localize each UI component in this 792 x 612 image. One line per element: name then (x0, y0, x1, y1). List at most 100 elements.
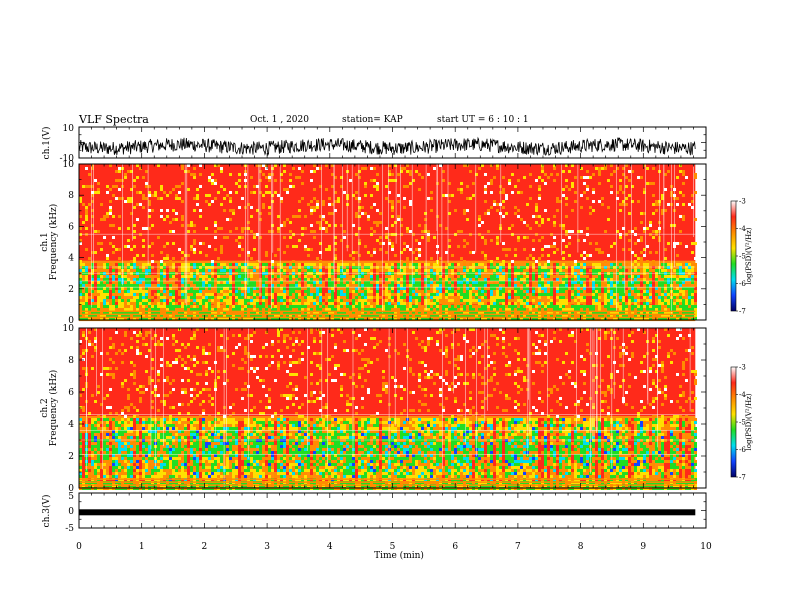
ch1-spectrogram-cell (220, 263, 223, 266)
ch1-spectrogram-cell (424, 305, 427, 308)
ch1-spectrogram-cell (439, 263, 442, 266)
ch1-spectrogram-cell (394, 281, 397, 284)
ch1-spectrogram-cell (589, 311, 592, 314)
ch1-spectrogram-cell (307, 311, 310, 314)
ch1-spectrogram-cell (508, 179, 511, 182)
ch1-spectrogram-cell (547, 302, 550, 305)
ch1-spectrogram-cell (496, 290, 499, 293)
ch1-spectrogram-cell (139, 299, 142, 302)
ch1-spectrogram-cell (607, 311, 610, 314)
ch2-spectrogram-cell (79, 340, 82, 343)
ch1-spectrogram-cell (289, 179, 292, 182)
ch1-spectrogram-cell (445, 293, 448, 296)
ch1-spectrogram-cell (247, 203, 250, 206)
ch1-spectrogram-cell (535, 281, 538, 284)
ch1-spectrogram-cell (79, 284, 82, 287)
ch1-spectrogram-cell (115, 284, 118, 287)
ch1-spectrogram-cell (538, 194, 541, 197)
ch1-spectrogram-cell (430, 302, 433, 305)
ch1-spectrogram-cell (493, 200, 496, 203)
ch1-spectrogram-cell (418, 314, 421, 317)
ch1-spectrogram-cell (478, 218, 481, 221)
ch1-spectrogram-cell (562, 299, 565, 302)
ch1-spectrogram-cell (676, 314, 679, 317)
ch1-spectrogram-cell (559, 317, 562, 320)
ch1-spectrogram-cell (286, 302, 289, 305)
ch1-spectrogram-cell (304, 248, 307, 251)
ch1-spectrogram-cell (196, 284, 199, 287)
ch1-spectrogram-cell (682, 293, 685, 296)
ch1-spectrogram-cell (163, 302, 166, 305)
ch1-spectrogram-cell (565, 245, 568, 248)
ch1-spectrogram-cell (214, 293, 217, 296)
ch1-spectrogram-cell (286, 305, 289, 308)
ch1-spectrogram-cell (229, 284, 232, 287)
ch1-spectrogram-cell (424, 263, 427, 266)
ch1-spectrogram-cell (400, 263, 403, 266)
ch1-spectrogram-cell (397, 266, 400, 269)
ch1-spectrogram-cell (409, 302, 412, 305)
ch1-spectrogram-cell (133, 275, 136, 278)
ch1-spectrogram-cell (496, 302, 499, 305)
ch1-spectrogram-cell (388, 263, 391, 266)
ch1-spectrogram-cell (355, 212, 358, 215)
ch1-spectrogram-cell (358, 305, 361, 308)
ch1-spectrogram-cell (274, 299, 277, 302)
ch1-spectrogram-cell (226, 305, 229, 308)
ch1-spectrogram-cell (181, 263, 184, 266)
ch1-spectrogram-cell (208, 317, 211, 320)
ch1-spectrogram-cell (232, 266, 235, 269)
ch1-spectrogram-cell (313, 263, 316, 266)
ch1-spectrogram-cell (664, 293, 667, 296)
ch1-spectrogram-cell (367, 311, 370, 314)
ch1-spectrogram-cell (661, 317, 664, 320)
ch1-spectrogram-cell (103, 281, 106, 284)
ch1-spectrogram-cell (640, 311, 643, 314)
ch1-spectrogram-cell (652, 182, 655, 185)
ch1-spectrogram-cell (586, 299, 589, 302)
ch1-spectrogram-cell (322, 311, 325, 314)
ch1-spectrogram-cell (163, 296, 166, 299)
ch1-spectrogram-cell (454, 293, 457, 296)
ch1-spectrogram-cell (379, 296, 382, 299)
ch1-spectrogram-cell (391, 209, 394, 212)
ch1-spectrogram-cell (118, 278, 121, 281)
ch1-spectrogram-cell (127, 287, 130, 290)
ch1-spectrogram-cell (151, 296, 154, 299)
ch1-spectrogram-cell (562, 170, 565, 173)
ch1-spectrogram-cell (142, 266, 145, 269)
ch1-spectrogram-cell (238, 173, 241, 176)
ch1-spectrogram-cell (142, 176, 145, 179)
ch1-spectrogram-cell (181, 287, 184, 290)
ch1-spectrogram-cell (418, 248, 421, 251)
ch1-spectrogram-cell (409, 299, 412, 302)
ch1-spectrogram-cell (322, 227, 325, 230)
ch1-spectrogram-cell (379, 311, 382, 314)
ch1-spectrogram-cell (562, 302, 565, 305)
ch1-spectrogram-cell (370, 269, 373, 272)
ch1-spectrogram-cell (454, 278, 457, 281)
ch1-spectrogram-cell (238, 263, 241, 266)
ch1-spectrogram-cell (664, 302, 667, 305)
ch1-spectrogram-cell (301, 305, 304, 308)
ch1-spectrogram-cell (550, 269, 553, 272)
ch1-spectrogram-cell (202, 266, 205, 269)
ch1-spectrogram-cell (271, 275, 274, 278)
ch1-spectrogram-cell (97, 188, 100, 191)
ch1-spectrogram-cell (97, 290, 100, 293)
ch1-spectrogram-cell (472, 299, 475, 302)
ch1-spectrogram-cell (415, 281, 418, 284)
ch1-spectrogram-cell (181, 218, 184, 221)
ch1-spectrogram-cell (415, 284, 418, 287)
ch1-spectrogram-cell (679, 299, 682, 302)
ch1-spectrogram-cell (433, 263, 436, 266)
ch1-spectrogram-cell (652, 281, 655, 284)
ch1-spectrogram-cell (361, 308, 364, 311)
ch1-spectrogram-cell (277, 296, 280, 299)
ch1-spectrogram-cell (673, 290, 676, 293)
ch1-spectrogram-cell (178, 278, 181, 281)
ch1-spectrogram-cell (403, 302, 406, 305)
ch1-spectrogram-cell (292, 275, 295, 278)
ch1-spectrogram-cell (427, 308, 430, 311)
ch1-spectrogram-cell (403, 287, 406, 290)
